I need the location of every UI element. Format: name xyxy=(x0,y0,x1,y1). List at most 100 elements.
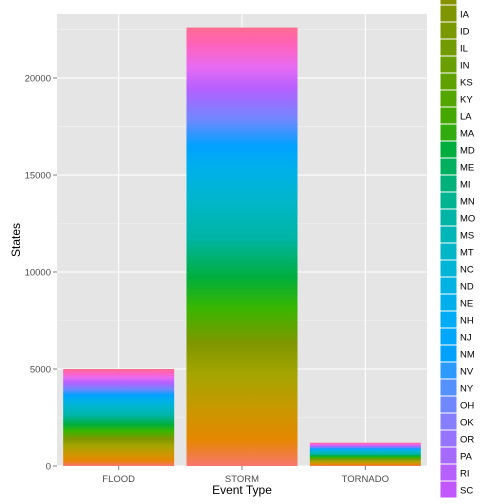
bar-tornado xyxy=(309,442,421,466)
y-axis-label: States xyxy=(9,223,23,257)
legend-label: ID xyxy=(460,27,470,38)
legend-label: IL xyxy=(460,44,468,55)
legend-key xyxy=(439,21,458,40)
legend-label: ND xyxy=(460,282,474,293)
legend-item: OH xyxy=(439,395,474,414)
legend-key xyxy=(439,191,458,210)
x-axis: FLOOD STORM TORNADO xyxy=(102,466,389,485)
legend-item: ID xyxy=(439,21,470,40)
legend-label: RI xyxy=(460,469,470,480)
legend-item: MS xyxy=(439,225,474,244)
y-tick-label: 20000 xyxy=(25,74,51,85)
legend-item: MN xyxy=(439,191,475,210)
legend-label: NV xyxy=(460,367,474,378)
legend-item: OK xyxy=(439,412,474,431)
legend-key xyxy=(439,106,458,125)
legend-key xyxy=(439,327,458,346)
legend-item: NV xyxy=(439,361,474,380)
legend-key xyxy=(439,344,458,363)
legend-item: NM xyxy=(439,344,475,363)
legend-key xyxy=(439,480,458,499)
legend-label: NY xyxy=(460,384,474,395)
legend-label: IA xyxy=(460,10,470,21)
legend-item: OR xyxy=(439,429,474,448)
legend-key xyxy=(439,208,458,227)
y-tick-label: 5000 xyxy=(30,365,51,376)
legend-item: IA xyxy=(439,4,470,23)
legend-key xyxy=(439,395,458,414)
x-axis-label: Event Type xyxy=(212,483,272,497)
legend-item: KS xyxy=(439,72,473,91)
legend-item: IL xyxy=(439,38,468,57)
legend-key xyxy=(439,174,458,193)
legend-label: MO xyxy=(460,214,475,225)
x-tick-label: FLOOD xyxy=(102,474,135,485)
legend-label: NH xyxy=(460,316,474,327)
legend-item: MT xyxy=(439,242,474,261)
legend-item: ME xyxy=(439,157,474,176)
legend-item: ND xyxy=(439,276,474,295)
legend: IA ID IL IN KS KY LA MA MD ME MI MN MO MS MT NC ND NE NH NJ… xyxy=(439,0,475,499)
legend-key xyxy=(439,4,458,23)
legend-key xyxy=(439,140,458,159)
legend-label: MA xyxy=(460,129,475,140)
legend-item: NJ xyxy=(439,327,472,346)
legend-label: OK xyxy=(460,418,474,429)
legend-key xyxy=(439,310,458,329)
legend-key-partial xyxy=(439,0,458,6)
legend-key xyxy=(439,429,458,448)
legend-label: LA xyxy=(460,112,472,123)
legend-key xyxy=(439,276,458,295)
legend-key xyxy=(439,55,458,74)
legend-item: SC xyxy=(439,480,473,499)
x-tick-label: STORM xyxy=(225,474,259,485)
legend-key xyxy=(439,378,458,397)
legend-item: MA xyxy=(439,123,475,142)
legend-label: NC xyxy=(460,265,474,276)
legend-label: SC xyxy=(460,486,473,497)
legend-key xyxy=(439,293,458,312)
y-tick-label: 0 xyxy=(46,462,51,473)
legend-key xyxy=(439,446,458,465)
legend-key xyxy=(439,242,458,261)
legend-label: NJ xyxy=(460,333,472,344)
legend-item: NH xyxy=(439,310,474,329)
legend-label: MI xyxy=(460,180,471,191)
legend-key xyxy=(439,259,458,278)
legend-label: KS xyxy=(460,78,473,89)
legend-item: PA xyxy=(439,446,473,465)
bar-flood xyxy=(63,369,175,466)
y-tick-label: 10000 xyxy=(25,268,51,279)
legend-label: KY xyxy=(460,95,473,106)
legend-item: MO xyxy=(439,208,475,227)
legend-label: NM xyxy=(460,350,475,361)
legend-key xyxy=(439,38,458,57)
legend-item: IN xyxy=(439,55,470,74)
legend-item: MD xyxy=(439,140,475,159)
legend-key xyxy=(439,412,458,431)
legend-item: RI xyxy=(439,463,470,482)
y-tick-label: 15000 xyxy=(25,171,51,182)
legend-item: LA xyxy=(439,106,472,125)
legend-label: MS xyxy=(460,231,474,242)
bar-storm xyxy=(186,27,298,466)
legend-item: NY xyxy=(439,378,474,397)
legend-item: KY xyxy=(439,89,473,108)
legend-key xyxy=(439,361,458,380)
legend-key xyxy=(439,123,458,142)
legend-key xyxy=(439,157,458,176)
legend-label: MT xyxy=(460,248,474,259)
y-axis: 0 5000 10000 15000 20000 xyxy=(25,74,57,473)
legend-label: MN xyxy=(460,197,475,208)
legend-item: MI xyxy=(439,174,471,193)
legend-label: MD xyxy=(460,146,475,157)
legend-label: IN xyxy=(460,61,470,72)
legend-label: OR xyxy=(460,435,474,446)
legend-label: ME xyxy=(460,163,474,174)
legend-label: PA xyxy=(460,452,473,463)
legend-item: NC xyxy=(439,259,474,278)
legend-key xyxy=(439,89,458,108)
legend-item: NE xyxy=(439,293,473,312)
legend-key xyxy=(439,463,458,482)
